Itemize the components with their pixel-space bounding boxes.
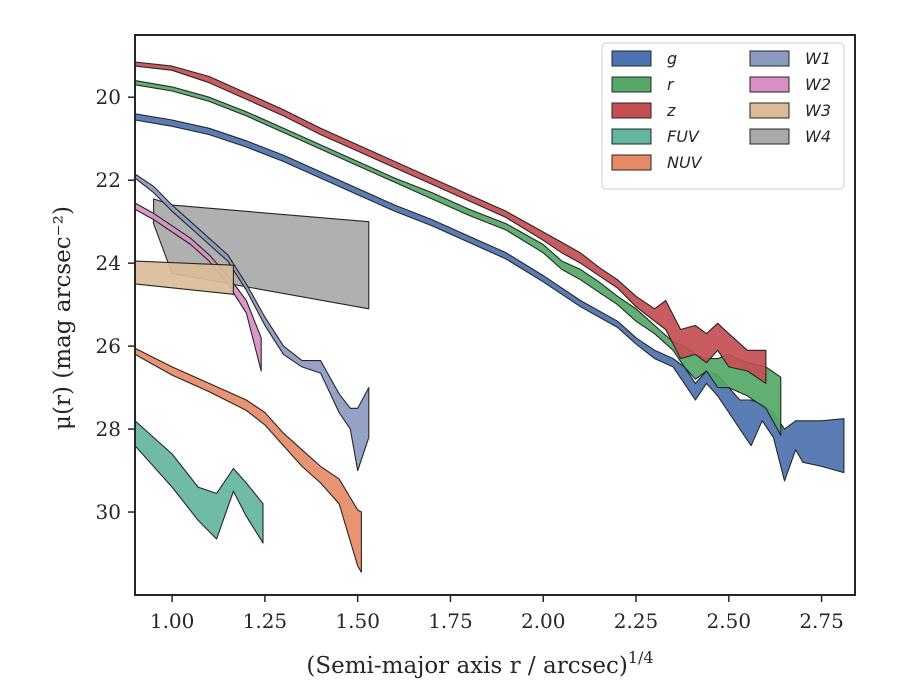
- y-tick-label: 28: [96, 417, 121, 441]
- y-tick-label: 22: [96, 168, 121, 192]
- band-series-group: [135, 61, 845, 573]
- legend-label-r: r: [667, 75, 675, 94]
- band-fuv: [135, 420, 264, 544]
- x-axis-label: (Semi-major axis r / arcsec)1/4: [306, 648, 653, 679]
- legend-label-w3: W3: [805, 101, 831, 120]
- legend-label-nuv: NUV: [667, 153, 703, 172]
- legend-swatch-w3: [749, 102, 790, 119]
- legend-swatch-g: [611, 50, 652, 67]
- legend-label-g: g: [667, 49, 677, 68]
- y-tick-label: 20: [96, 85, 121, 109]
- legend-label-w1: W1: [805, 49, 831, 68]
- x-tick-label: 2.75: [799, 609, 844, 633]
- legend-swatch-w1: [749, 50, 790, 67]
- y-axis-ticks: 20 22 24 26 28 30: [96, 85, 135, 524]
- x-tick-label: 1.75: [428, 609, 473, 633]
- y-tick-label: 26: [96, 334, 121, 358]
- legend-label-w4: W4: [805, 127, 831, 146]
- band-g: [135, 113, 845, 482]
- x-tick-label: 1.50: [335, 609, 380, 633]
- band-nuv: [135, 347, 362, 573]
- x-tick-label: 2.25: [614, 609, 659, 633]
- band-w2: [135, 202, 262, 372]
- x-tick-label: 2.50: [707, 609, 752, 633]
- legend-label-fuv: FUV: [667, 127, 700, 146]
- legend-swatch-nuv: [611, 154, 652, 171]
- legend-swatch-w2: [749, 76, 790, 93]
- band-w1: [135, 173, 370, 472]
- y-axis-label: μ(r) (mag arcsec⁻²): [50, 206, 76, 430]
- legend-swatch-z: [611, 102, 652, 119]
- legend-label-w2: W2: [805, 75, 831, 94]
- band-r: [135, 80, 782, 436]
- legend-swatch-fuv: [611, 128, 652, 145]
- x-tick-label: 2.00: [521, 609, 566, 633]
- x-tick-label: 1.25: [243, 609, 288, 633]
- band-z: [135, 61, 767, 384]
- legend: grz FUV NUV W1 W2 W3 W4: [601, 42, 845, 190]
- band-w3: [135, 260, 234, 295]
- x-axis-ticks: 1.00 1.25 1.50 1.75 2.00 2.25 2.50 2.75: [150, 595, 844, 633]
- y-tick-label: 24: [96, 251, 121, 275]
- plot-frame: [134, 34, 856, 596]
- x-tick-label: 1.00: [150, 609, 195, 633]
- legend-swatch-w4: [749, 128, 790, 145]
- legend-label-z: z: [666, 101, 676, 120]
- y-tick-label: 30: [96, 500, 121, 524]
- legend-swatch-r: [611, 76, 652, 93]
